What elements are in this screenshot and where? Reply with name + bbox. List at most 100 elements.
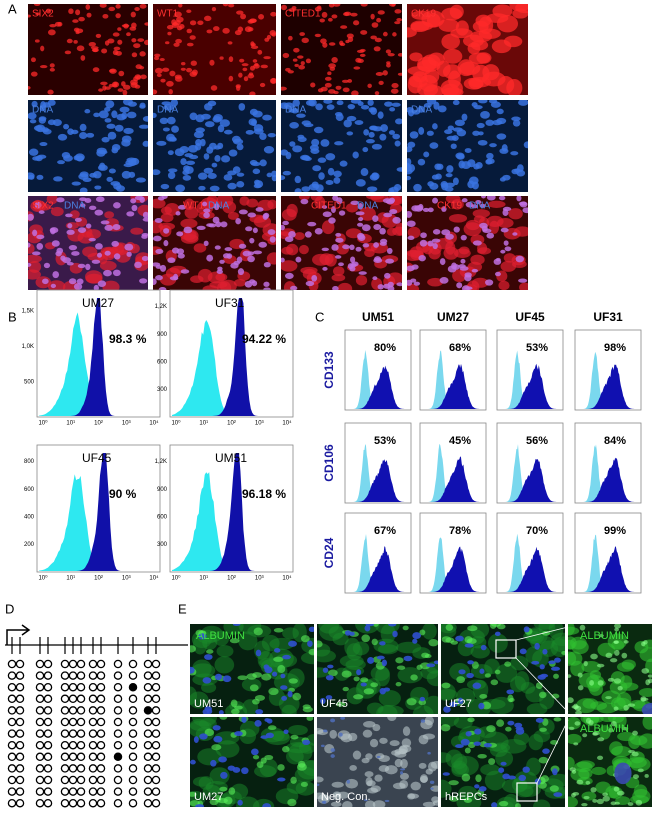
cpg-site — [60, 798, 70, 808]
cell — [289, 121, 299, 129]
cell — [569, 767, 576, 772]
cell — [400, 768, 406, 771]
cell — [232, 624, 241, 627]
cell — [328, 17, 333, 22]
cpg-site — [68, 706, 78, 715]
cpg-site — [7, 682, 17, 692]
cell — [204, 15, 212, 22]
cell — [445, 173, 453, 178]
cpg-site — [113, 717, 123, 727]
cell — [582, 733, 588, 738]
cell — [396, 282, 402, 287]
cell — [360, 4, 368, 7]
cell — [228, 149, 238, 157]
cell — [67, 223, 73, 229]
cell — [238, 243, 247, 249]
cell — [155, 248, 164, 254]
cell — [153, 89, 158, 95]
cell — [353, 676, 360, 682]
cell — [217, 124, 225, 133]
cell — [261, 634, 280, 652]
cell — [424, 717, 434, 726]
cell — [338, 210, 346, 216]
cell — [180, 67, 186, 71]
cell — [167, 257, 176, 264]
cell — [390, 88, 399, 94]
cell — [84, 197, 92, 204]
cell — [468, 76, 492, 88]
cell — [463, 797, 473, 803]
cell — [486, 152, 494, 160]
x-tick-label: 10¹ — [199, 421, 208, 427]
cell — [160, 78, 166, 83]
cell — [159, 58, 165, 62]
image: ALBUMIN — [568, 717, 652, 807]
cell — [167, 31, 172, 36]
cell — [287, 798, 297, 807]
cell — [131, 38, 137, 43]
cell — [57, 133, 68, 141]
cell — [123, 163, 133, 168]
y-tick-label: 1,0K — [22, 344, 34, 350]
cell — [413, 183, 422, 192]
cpg-site — [15, 787, 25, 796]
cell — [213, 735, 223, 743]
cell — [122, 89, 128, 95]
cell — [573, 742, 579, 746]
x-tick-label: 10⁴ — [282, 575, 292, 582]
cell — [43, 262, 51, 269]
cpg-site — [88, 717, 98, 727]
cell — [619, 682, 639, 691]
cell — [464, 636, 473, 644]
cell — [219, 56, 224, 60]
cell — [36, 243, 44, 250]
cell — [441, 7, 463, 21]
cell — [245, 226, 253, 232]
image-bg — [281, 4, 402, 95]
cell — [632, 788, 651, 804]
cell — [489, 143, 497, 148]
cell — [115, 13, 121, 19]
image: CITED1 DNA — [281, 196, 402, 290]
cell — [228, 4, 235, 8]
cell — [395, 657, 404, 664]
cell — [441, 779, 452, 798]
cpg-site — [7, 787, 17, 796]
cell — [182, 174, 192, 181]
cell — [381, 659, 388, 667]
cell — [465, 731, 472, 737]
marker-label: CK19 — [411, 9, 436, 20]
cell — [599, 725, 611, 740]
cell — [85, 223, 92, 229]
cell — [266, 172, 273, 178]
cell — [363, 720, 376, 728]
cpg-site — [88, 775, 98, 785]
cell — [503, 240, 509, 246]
cell — [113, 46, 121, 51]
cell — [189, 112, 198, 121]
cell — [174, 148, 185, 157]
panel-label: B — [8, 309, 17, 324]
cell — [407, 226, 421, 239]
cell — [143, 39, 148, 46]
cell — [158, 286, 167, 290]
y-tick-label: 200 — [24, 542, 35, 548]
cell — [484, 770, 506, 791]
cell — [252, 250, 263, 255]
cell — [207, 100, 217, 107]
sample-label: UF31 — [215, 296, 245, 310]
histogram — [421, 350, 485, 409]
cell — [568, 674, 572, 678]
cell — [280, 685, 288, 690]
cell — [472, 130, 480, 136]
x-tick-label: 10² — [94, 421, 103, 427]
cell — [342, 800, 353, 807]
y-tick-label: 1,2K — [155, 304, 167, 310]
cpg-site — [128, 798, 138, 808]
cell — [74, 217, 82, 222]
cell — [235, 84, 241, 89]
cell — [296, 113, 306, 118]
histogram — [498, 444, 562, 502]
cell — [294, 63, 299, 67]
cell — [467, 42, 481, 55]
